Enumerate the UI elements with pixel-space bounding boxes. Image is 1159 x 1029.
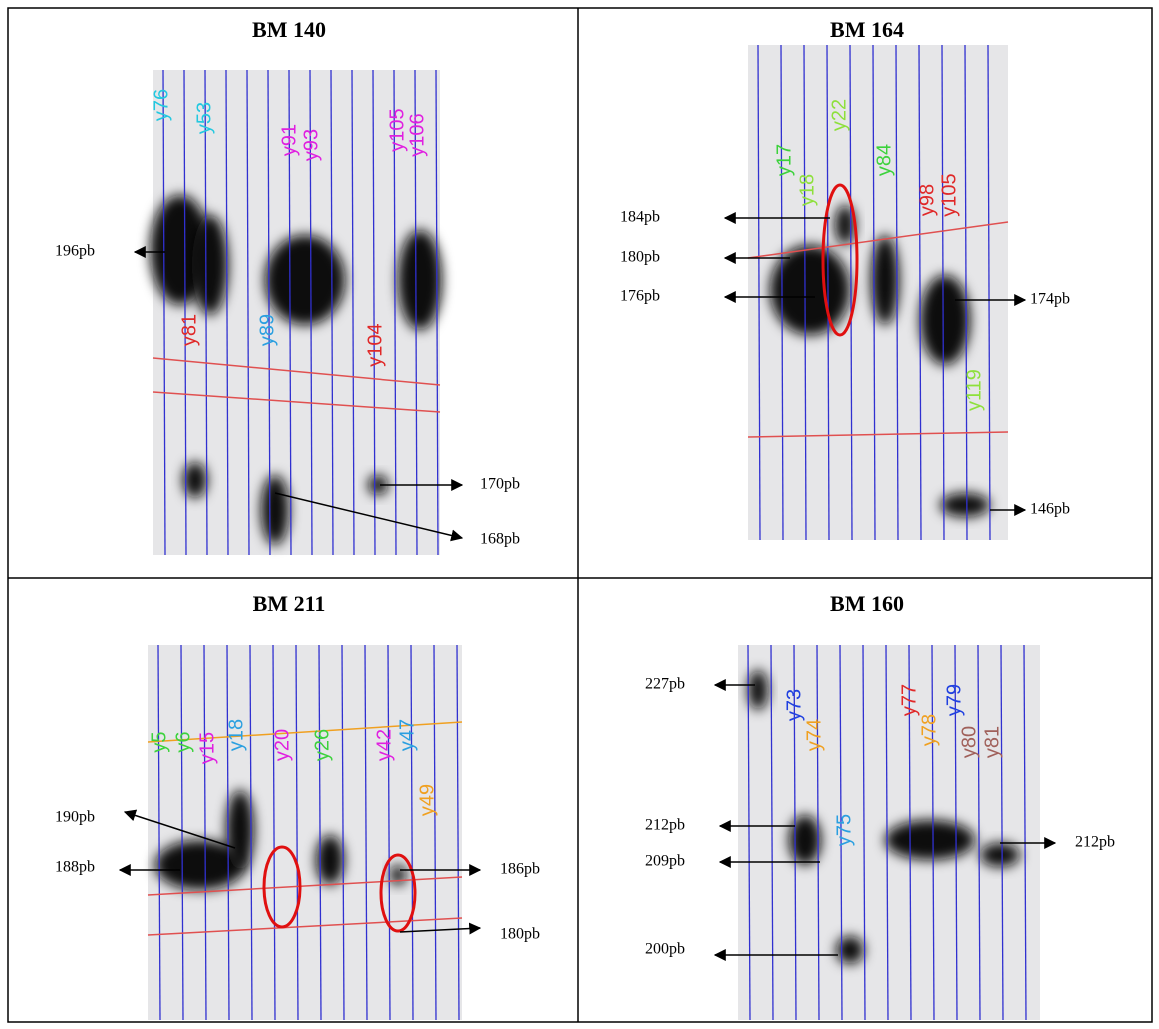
page: {"panels": [ {"title": "BM 140", "lanes"… bbox=[0, 0, 1159, 1029]
size-label: 180pb bbox=[620, 249, 660, 266]
lane-label: y47 bbox=[396, 719, 418, 751]
lane-label: y105 bbox=[386, 108, 408, 151]
lane-label: y105 bbox=[938, 173, 960, 216]
lane-label: y5 bbox=[148, 731, 170, 752]
lane-label: y74 bbox=[803, 719, 825, 751]
gel-band bbox=[265, 235, 345, 325]
lane-label: y81 bbox=[981, 726, 1003, 758]
gel-band bbox=[748, 670, 768, 710]
gel-band bbox=[980, 843, 1020, 867]
panel-title: BM 211 bbox=[253, 591, 326, 616]
lane-label: y18 bbox=[796, 174, 818, 206]
gel-band bbox=[836, 936, 864, 964]
lane-label: y22 bbox=[828, 99, 850, 131]
gel-band bbox=[261, 475, 289, 545]
lane-label: y75 bbox=[833, 814, 855, 846]
lane-label: y89 bbox=[256, 314, 278, 346]
lane-label: y77 bbox=[898, 684, 920, 716]
lane-label: y98 bbox=[916, 184, 938, 216]
lane-label: y53 bbox=[193, 102, 215, 134]
lane-label: y104 bbox=[364, 323, 386, 366]
gel-band bbox=[789, 815, 821, 865]
gel-band bbox=[920, 275, 970, 365]
gel-image bbox=[148, 645, 462, 1020]
gel-band bbox=[885, 820, 975, 860]
panel-title: BM 160 bbox=[830, 591, 904, 616]
size-label: 188pb bbox=[55, 859, 95, 876]
gel-band bbox=[226, 790, 254, 870]
lane-label: y6 bbox=[172, 731, 194, 752]
gel-band bbox=[398, 230, 442, 330]
size-label: 200pb bbox=[645, 941, 685, 958]
lane-label: y26 bbox=[311, 729, 333, 761]
size-label: 174pb bbox=[1030, 291, 1070, 308]
gel-band bbox=[183, 462, 207, 498]
lane-label: y18 bbox=[225, 719, 247, 751]
size-label: 176pb bbox=[620, 288, 660, 305]
size-label: 168pb bbox=[480, 531, 520, 548]
gel-band bbox=[390, 865, 406, 885]
size-label: 227pb bbox=[645, 676, 685, 693]
panel-title: BM 164 bbox=[830, 17, 904, 42]
size-label: 146pb bbox=[1030, 501, 1070, 518]
lane-label: y42 bbox=[373, 729, 395, 761]
lane-label: y119 bbox=[963, 369, 985, 411]
lane-label: y81 bbox=[178, 314, 200, 346]
size-label: 180pb bbox=[500, 926, 540, 943]
lane-label: y49 bbox=[416, 784, 438, 816]
size-label: 170pb bbox=[480, 476, 520, 493]
size-label: 212pb bbox=[1075, 834, 1115, 851]
lane-label: y80 bbox=[958, 726, 980, 758]
figure: BM 140y76y53y91y93y105y106y81y89y104196p… bbox=[0, 0, 1159, 1029]
lane-label: y106 bbox=[406, 113, 428, 156]
lane-label: y17 bbox=[773, 144, 795, 176]
lane-label: y15 bbox=[196, 732, 218, 764]
size-label: 186pb bbox=[500, 861, 540, 878]
size-label: 212pb bbox=[645, 817, 685, 834]
lane-label: y84 bbox=[873, 144, 895, 176]
gel-band bbox=[192, 215, 228, 315]
size-label: 184pb bbox=[620, 209, 660, 226]
panel-title: BM 140 bbox=[252, 17, 326, 42]
lane-label: y20 bbox=[271, 729, 293, 761]
size-label: 209pb bbox=[645, 853, 685, 870]
lane-label: y73 bbox=[783, 689, 805, 721]
lane-label: y79 bbox=[943, 684, 965, 716]
size-label: 190pb bbox=[55, 809, 95, 826]
gel-band bbox=[871, 235, 899, 325]
lane-label: y76 bbox=[150, 89, 172, 121]
size-label: 196pb bbox=[55, 243, 95, 260]
gel-band bbox=[940, 493, 990, 517]
lane-label: y91 bbox=[278, 124, 300, 156]
lane-label: y93 bbox=[300, 129, 322, 161]
lane-label: y78 bbox=[918, 714, 940, 746]
